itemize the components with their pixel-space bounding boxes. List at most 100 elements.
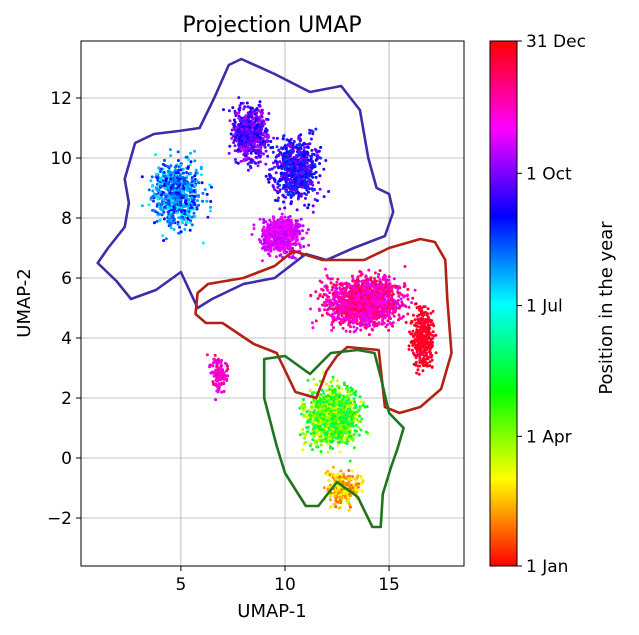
data-point	[351, 307, 355, 311]
data-point	[283, 172, 287, 176]
data-point	[281, 137, 285, 141]
data-point	[359, 428, 363, 432]
data-point	[418, 358, 422, 362]
data-point	[222, 108, 225, 112]
data-point	[333, 318, 337, 322]
data-point	[240, 119, 243, 123]
data-point	[297, 229, 301, 233]
data-point	[410, 348, 414, 352]
data-point	[169, 199, 173, 203]
data-point	[354, 307, 358, 311]
data-point	[418, 308, 421, 312]
data-point	[340, 283, 344, 287]
data-point	[425, 364, 429, 368]
data-point	[171, 194, 175, 198]
data-point	[420, 344, 424, 348]
data-point	[306, 206, 310, 210]
data-point	[147, 188, 151, 192]
data-point	[278, 179, 282, 183]
data-point	[164, 237, 168, 241]
data-point	[283, 163, 287, 167]
data-point	[325, 298, 328, 302]
data-point	[360, 287, 364, 291]
data-point	[279, 247, 283, 251]
data-point	[318, 294, 322, 298]
data-point	[304, 193, 308, 197]
data-point	[330, 288, 334, 292]
data-point	[162, 170, 166, 174]
data-point	[367, 286, 371, 290]
data-point	[306, 176, 310, 180]
data-point	[426, 320, 430, 324]
data-point	[359, 304, 363, 308]
data-point	[269, 220, 273, 224]
data-point	[208, 183, 212, 187]
data-point	[316, 297, 320, 300]
data-point	[371, 284, 375, 288]
data-point	[267, 252, 271, 256]
data-point	[296, 175, 300, 179]
data-point	[247, 147, 250, 151]
data-point	[367, 290, 371, 293]
data-point	[178, 225, 181, 229]
data-point	[418, 351, 422, 355]
data-point	[309, 155, 313, 158]
data-point	[323, 293, 327, 296]
data-point	[186, 166, 190, 170]
data-point	[259, 240, 262, 244]
data-point	[262, 152, 265, 156]
data-point	[327, 190, 331, 193]
data-point	[285, 236, 289, 240]
data-point	[373, 303, 377, 307]
data-point	[248, 114, 252, 118]
data-point	[239, 122, 243, 126]
data-point	[311, 188, 315, 192]
data-point	[330, 384, 334, 388]
data-point	[311, 152, 314, 156]
data-point	[382, 283, 386, 287]
data-point	[350, 274, 354, 278]
data-point	[177, 168, 180, 172]
data-point	[159, 207, 162, 211]
data-point	[169, 164, 173, 168]
data-point	[308, 187, 312, 191]
data-point	[251, 142, 255, 146]
data-point	[326, 288, 330, 292]
data-point	[187, 201, 191, 205]
data-point	[318, 309, 322, 312]
data-point	[408, 330, 411, 334]
data-point	[345, 384, 349, 388]
data-point	[323, 304, 327, 308]
data-point	[185, 202, 188, 206]
data-point	[413, 302, 417, 306]
data-point	[319, 156, 323, 160]
data-point	[294, 221, 298, 225]
data-point	[299, 217, 303, 221]
data-point	[163, 192, 167, 196]
data-point	[291, 179, 295, 183]
data-point	[156, 189, 160, 193]
data-point	[324, 267, 327, 271]
data-point	[172, 191, 175, 195]
data-point	[390, 299, 394, 303]
data-point	[289, 195, 293, 199]
data-point	[410, 301, 414, 305]
data-point	[274, 155, 278, 159]
data-point	[299, 133, 303, 137]
data-point	[160, 202, 164, 206]
data-point	[159, 167, 163, 171]
data-point	[189, 221, 193, 225]
data-point	[425, 313, 429, 317]
data-point	[252, 137, 256, 141]
data-point	[238, 104, 242, 108]
data-point	[166, 165, 170, 169]
data-point	[345, 312, 349, 315]
data-point	[162, 210, 166, 214]
data-point	[404, 321, 408, 324]
data-point	[176, 181, 180, 185]
data-point	[384, 286, 388, 289]
data-point	[313, 198, 317, 201]
data-point	[361, 305, 365, 309]
data-point	[271, 184, 275, 188]
